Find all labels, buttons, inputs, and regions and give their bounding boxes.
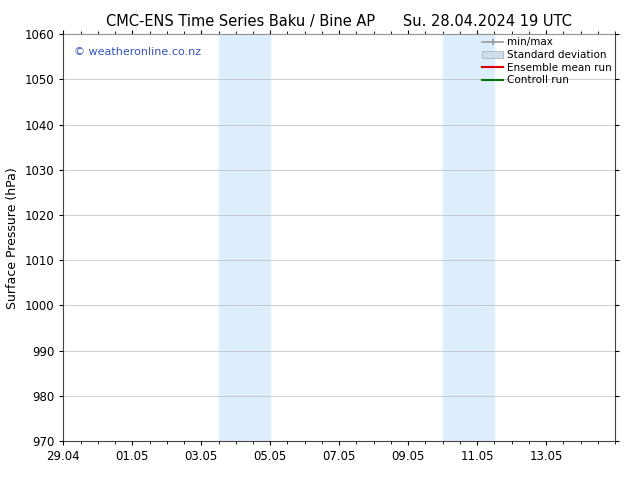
Title: CMC-ENS Time Series Baku / Bine AP      Su. 28.04.2024 19 UTC: CMC-ENS Time Series Baku / Bine AP Su. 2… xyxy=(107,14,572,29)
Legend: min/max, Standard deviation, Ensemble mean run, Controll run: min/max, Standard deviation, Ensemble me… xyxy=(482,37,612,85)
Bar xyxy=(443,34,495,441)
Y-axis label: Surface Pressure (hPa): Surface Pressure (hPa) xyxy=(6,167,19,309)
Text: © weatheronline.co.nz: © weatheronline.co.nz xyxy=(74,47,202,56)
Bar xyxy=(219,34,270,441)
